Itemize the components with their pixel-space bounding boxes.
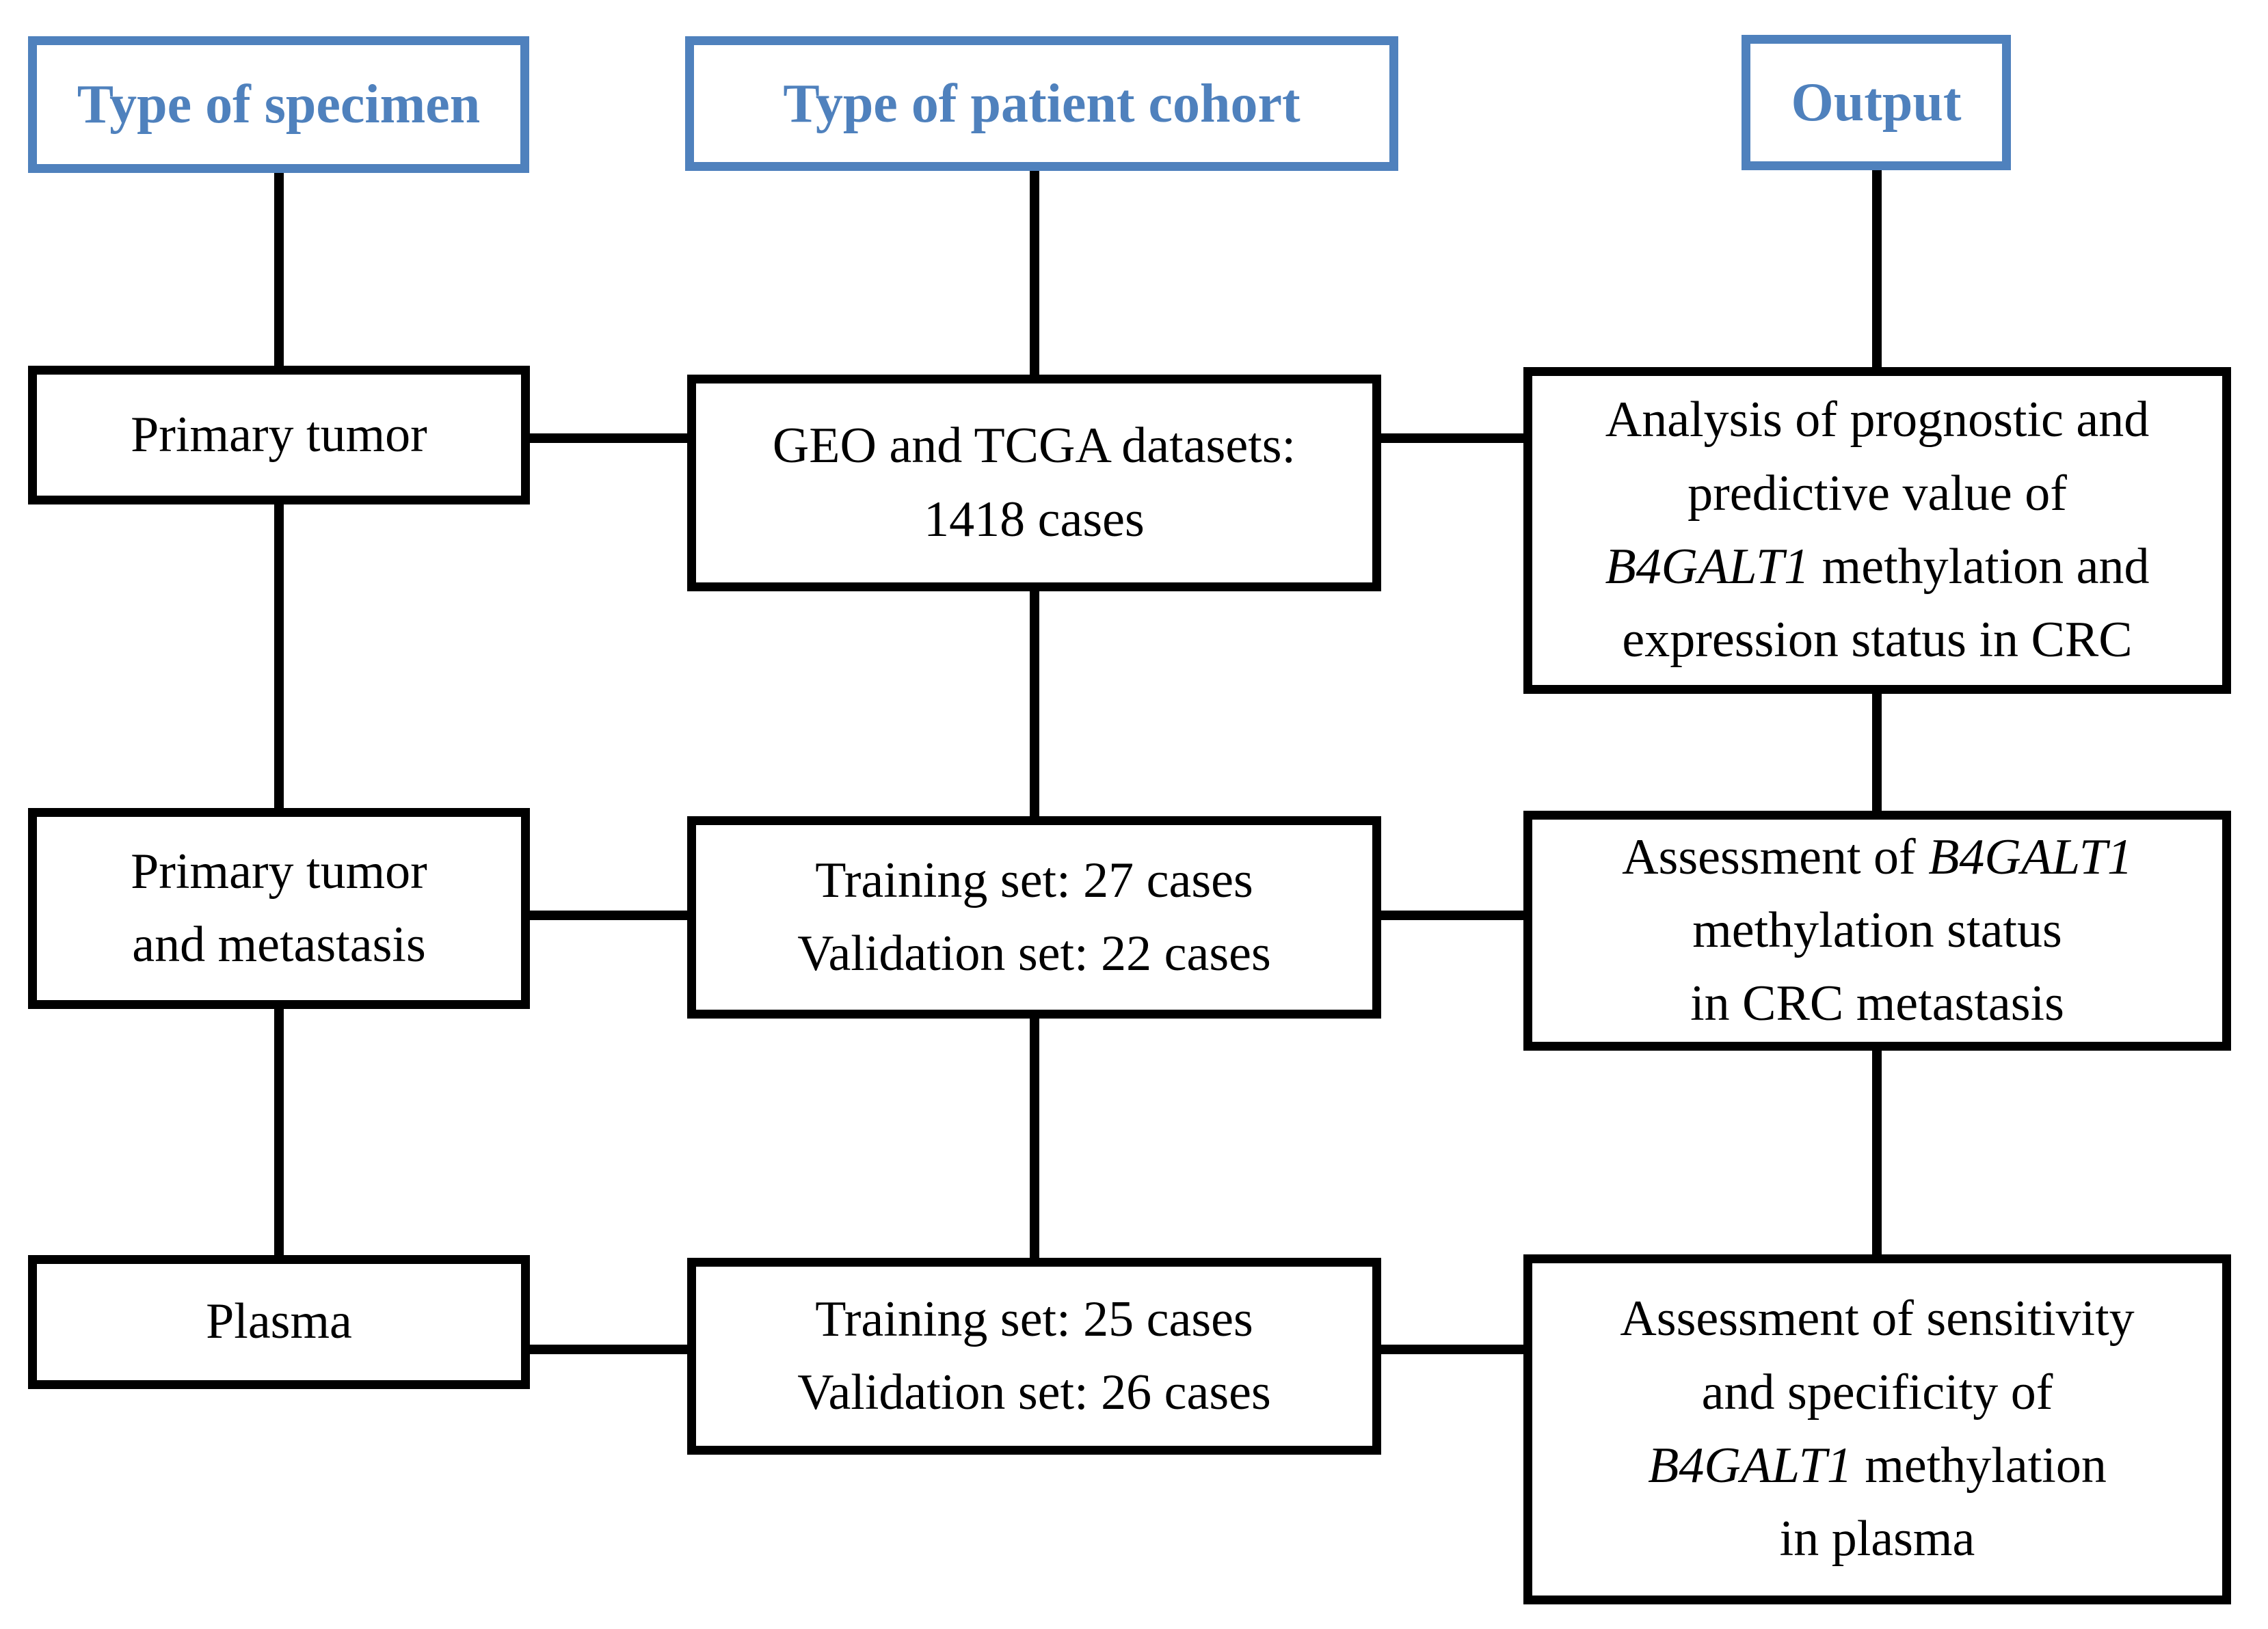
box-analysis-prognostic-predictive-value: Analysis of prognostic and predictive val… (1523, 367, 2231, 694)
box-plasma: Plasma (28, 1255, 530, 1389)
box-training-validation-plasma-cohort: Training set: 25 cases Validation set: 26… (687, 1258, 1381, 1455)
text-line: Analysis of prognostic and (1605, 392, 2150, 448)
header-label-output: Output (1791, 72, 1962, 133)
header-label-type-of-specimen: Type of specimen (77, 75, 481, 135)
box-assessment-methylation-crc-metastasis: Assessment of B4GALT1 methylation status i… (1523, 811, 2231, 1051)
connector-specimen-header-to-primary-tumor (274, 170, 284, 369)
connector-tissue-cohort-to-assessment-metastasis (1378, 911, 1527, 920)
text-line: Primary tumor (131, 843, 427, 900)
header-box-output: Output (1742, 35, 2011, 170)
text-line: and specificity of (1701, 1364, 2053, 1421)
text-line: 1418 cases (924, 491, 1145, 548)
text-line: Assessment of sensitivity (1620, 1291, 2135, 1347)
text-line: Primary tumor (131, 406, 427, 463)
connector-plasma-to-plasma-cohort (526, 1345, 691, 1354)
connector-analysis-to-assessment-metastasis (1872, 689, 1882, 814)
text-line: expression status in CRC (1622, 612, 2133, 669)
text-line: in plasma (1779, 1511, 1975, 1567)
connector-plasma-cohort-to-assessment-plasma (1378, 1345, 1527, 1354)
text-line: B4GALT1 methylation (1648, 1438, 2107, 1494)
connector-geo-tcga-to-tissue-cohort (1030, 588, 1039, 820)
text-line: Training set: 27 cases (815, 852, 1253, 908)
connector-assessment-metastasis-to-assessment-plasma (1872, 1047, 1882, 1258)
box-primary-tumor: Primary tumor (28, 366, 530, 504)
connector-primary-tumor-to-geo-tcga (526, 433, 691, 443)
text-line: Assessment of B4GALT1 (1622, 829, 2133, 885)
text-line: Validation set: 26 cases (797, 1364, 1271, 1421)
box-training-validation-tissue-cohort: Training set: 27 cases Validation set: 22… (687, 816, 1381, 1019)
text-line: GEO and TCGA datasets: (772, 418, 1296, 474)
text-line: Validation set: 22 cases (797, 926, 1271, 982)
connector-primary-tumor-to-primary-tumor-metastasis (274, 500, 284, 811)
box-primary-tumor-and-metastasis: Primary tumor and metastasis (28, 808, 530, 1009)
text-line: methylation status (1692, 902, 2062, 958)
connector-tissue-cohort-to-plasma-cohort (1030, 1015, 1039, 1261)
header-box-type-of-specimen: Type of specimen (28, 36, 529, 173)
connector-geo-tcga-to-analysis (1378, 433, 1527, 443)
header-box-type-of-patient-cohort: Type of patient cohort (685, 36, 1398, 171)
text-line: predictive value of (1687, 465, 2067, 522)
text-line: Training set: 25 cases (815, 1291, 1253, 1347)
connector-cohort-header-to-geo-tcga (1030, 167, 1039, 378)
box-geo-tcga-datasets: GEO and TCGA datasets: 1418 cases (687, 375, 1381, 591)
box-assessment-sensitivity-specificity-plasma: Assessment of sensitivity and specificity… (1523, 1254, 2231, 1604)
header-label-type-of-patient-cohort: Type of patient cohort (783, 73, 1300, 134)
text-line: and metastasis (132, 917, 426, 973)
connector-output-header-to-analysis (1872, 167, 1882, 371)
text-line: in CRC metastasis (1690, 975, 2064, 1032)
connector-primary-tumor-metastasis-to-tissue-cohort (526, 911, 691, 920)
text-line: Plasma (206, 1293, 352, 1350)
connector-primary-tumor-metastasis-to-plasma (274, 1005, 284, 1258)
text-line: B4GALT1 methylation and (1605, 539, 2150, 595)
